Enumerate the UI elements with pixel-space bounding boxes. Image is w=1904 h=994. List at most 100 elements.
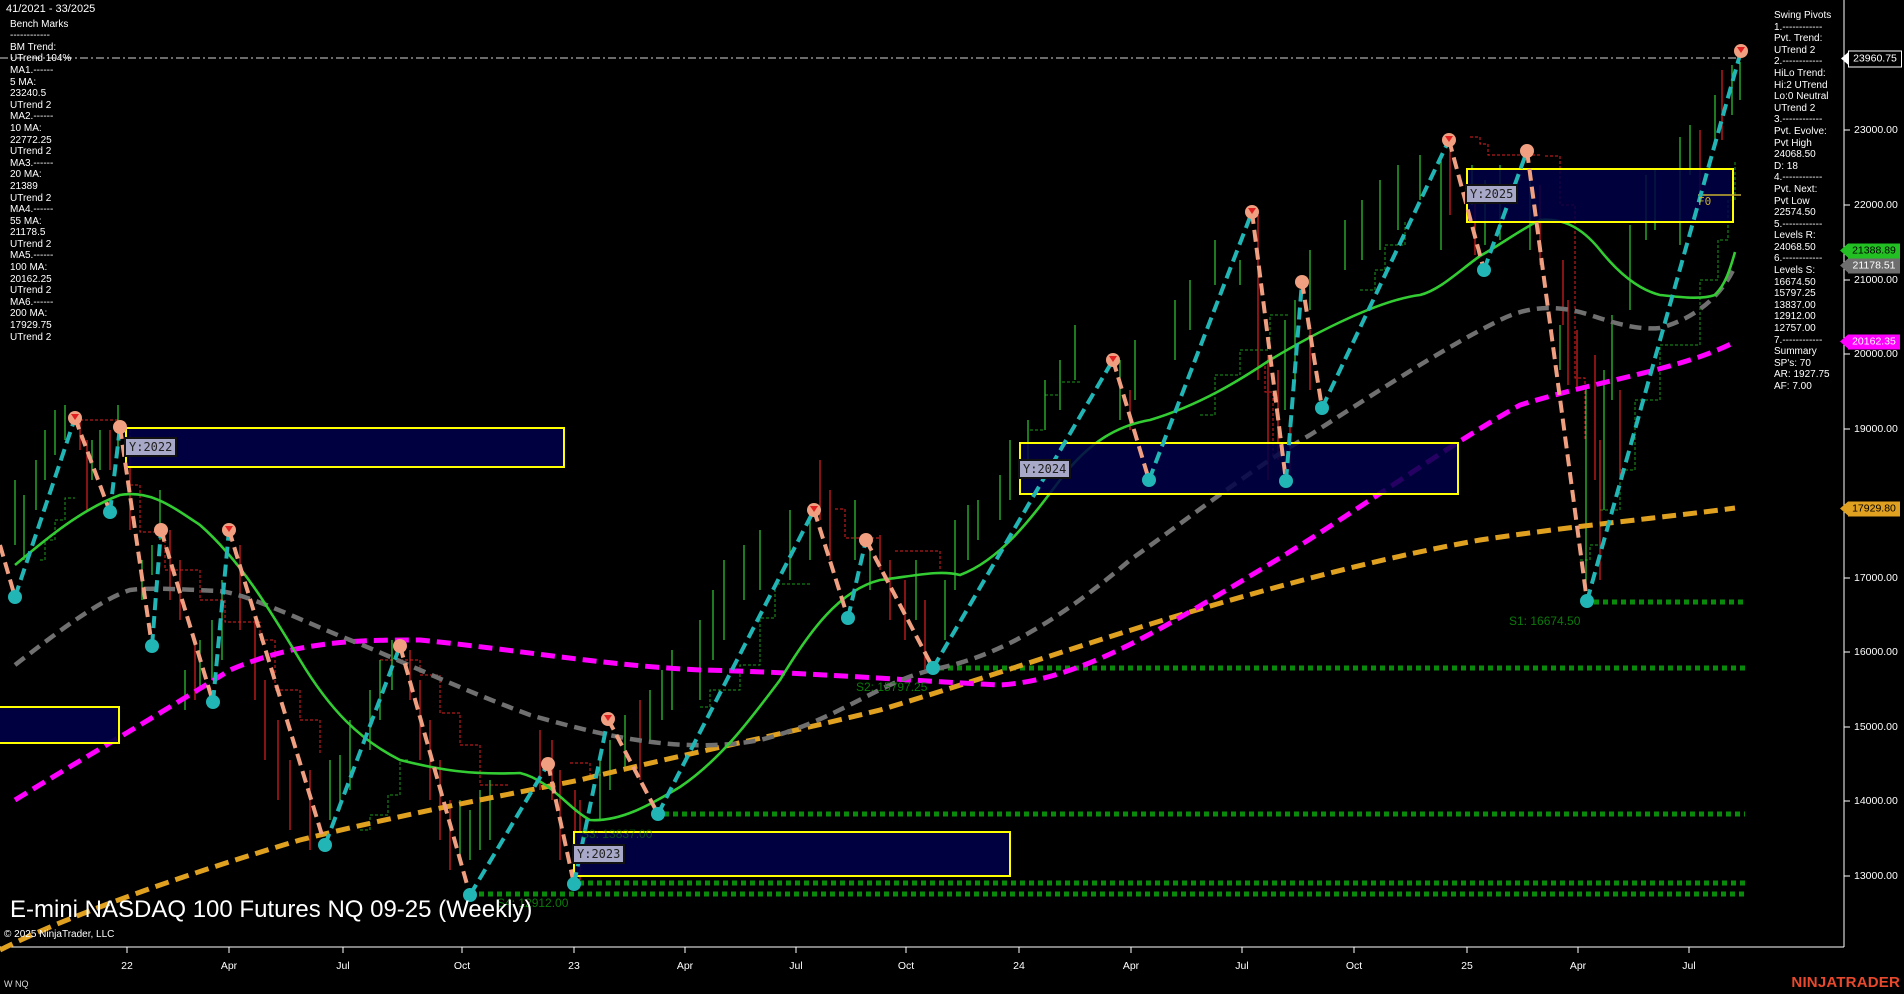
bench-marks-line: UTrend 2 — [10, 285, 52, 297]
swing-pivots-line: HiLo Trend: — [1774, 67, 1826, 79]
swing-pivots-line: Summary — [1774, 346, 1817, 358]
bench-marks-line: Bench Marks — [10, 18, 69, 30]
swing-pivots-line: 2.------------ — [1774, 56, 1823, 68]
ma100-price-tag: 20162.35 — [1840, 334, 1900, 350]
pivot-arrows — [71, 47, 1745, 721]
swing-pivots-line: 1.------------ — [1774, 21, 1823, 33]
zone-box-2024 — [1019, 442, 1459, 495]
swing-pivots-line: Swing Pivots — [1774, 10, 1832, 21]
bench-marks-line: UTrend 104% — [10, 53, 72, 65]
price-tick-label: 20000.00 — [1854, 348, 1898, 360]
bench-marks-panel: 41/2021 - 33/2025 Bench Marks ----------… — [6, 3, 95, 343]
bench-marks-line: MA6.------ — [10, 296, 54, 308]
year-tag-2022: Y:2022 — [124, 437, 178, 457]
support-lines — [470, 599, 1745, 897]
ma200-price-tag: 17929.80 — [1840, 501, 1900, 517]
bench-marks-line: ------------ — [10, 30, 50, 42]
instrument-label: W NQ — [4, 979, 29, 989]
swing-pivots-line: Pvt. Trend: — [1774, 33, 1823, 45]
support-label-s4: S4: 12912.00 — [497, 896, 569, 910]
time-tick-label: Apr — [1569, 960, 1587, 972]
bench-marks-line: MA5.------ — [10, 250, 54, 262]
date-range: 41/2021 - 33/2025 — [6, 3, 96, 15]
bench-marks-line: 20162.25 — [10, 273, 52, 285]
time-tick-label: 24 — [1013, 960, 1025, 972]
bench-marks-line: BM Trend: — [10, 41, 57, 53]
ninjatrader-logo: NINJATRADER — [1791, 974, 1900, 991]
bench-marks-line: MA4.------ — [10, 204, 54, 216]
time-tick-label: Oct — [1345, 960, 1363, 972]
price-tick-label: 14000.00 — [1854, 795, 1898, 807]
swing-pivots-line: Lo:0 Neutral — [1774, 91, 1829, 103]
swing-pivots-line: 13837.00 — [1774, 299, 1816, 311]
time-tick-label: Oct — [897, 960, 915, 972]
price-tick-label: 17000.00 — [1854, 572, 1898, 584]
swing-pivots-line: Pvt High — [1774, 137, 1812, 149]
bench-marks-line: MA3.------ — [10, 157, 54, 169]
swing-pivots-line: 3.------------ — [1774, 114, 1823, 126]
swing-pivots-line: 12757.00 — [1774, 323, 1816, 335]
swing-pivots-line: Levels R: — [1774, 230, 1816, 242]
swing-pivots-line: Hi:2 UTrend — [1774, 79, 1828, 91]
year-tag-2024: Y:2024 — [1018, 459, 1072, 479]
bench-marks-line: 21389 — [10, 180, 38, 192]
chart-title: E-mini NASDAQ 100 Futures NQ 09-25 (Week… — [10, 896, 533, 923]
bench-marks-line: MA1.------ — [10, 64, 54, 76]
swing-pivots-line: D: 18 — [1774, 160, 1798, 172]
swing-pivots-line: UTrend 2 — [1774, 102, 1816, 114]
bench-marks-line: UTrend 2 — [10, 99, 52, 111]
bench-marks-line: 20 MA: — [10, 169, 42, 181]
ma20-line — [14, 218, 1737, 822]
support-label-s3: S3: 13837.00 — [581, 827, 653, 841]
last-price-tag: 23960.75 — [1841, 50, 1902, 68]
swing-pivots-line: 12912.00 — [1774, 311, 1816, 323]
time-tick-label: Jul — [336, 960, 350, 972]
swing-pivots-line: 24068.50 — [1774, 241, 1816, 253]
time-tick-label: Apr — [676, 960, 694, 972]
time-tick-label: 25 — [1461, 960, 1473, 972]
price-tick-label: 15000.00 — [1854, 721, 1898, 733]
copyright: © 2025 NinjaTrader, LLC — [4, 929, 115, 940]
bench-marks-line: 22772.25 — [10, 134, 52, 146]
swing-pivots-line: 6.------------ — [1774, 253, 1823, 265]
swing-pivots-line: Pvt. Evolve: — [1774, 125, 1827, 137]
swing-pivots-line: 22574.50 — [1774, 207, 1816, 219]
time-tick-label: Apr — [220, 960, 238, 972]
swing-pivots-line: 15797.25 — [1774, 288, 1816, 300]
support-label-s1: S1: 16674.50 — [1509, 614, 1581, 628]
step-lines — [40, 136, 1736, 831]
swing-pivots-line: UTrend 2 — [1774, 44, 1816, 56]
pivot-low-markers — [8, 263, 1594, 902]
ma20-price-tag: 21388.89 — [1840, 243, 1900, 259]
zone-box-2023 — [573, 831, 1011, 877]
time-tick-label: 23 — [568, 960, 580, 972]
swing-pivots-line: 7.------------ — [1774, 334, 1823, 346]
price-tick-label: 22000.00 — [1854, 199, 1898, 211]
swing-pivots-line: 24068.50 — [1774, 149, 1816, 161]
bench-marks-line: UTrend 2 — [10, 238, 52, 250]
bench-marks-line: 10 MA: — [10, 122, 42, 134]
bench-marks-line: 55 MA: — [10, 215, 42, 227]
time-tick-label: 22 — [121, 960, 133, 972]
price-tick-label: 16000.00 — [1854, 646, 1898, 658]
f0-label: F0 — [1698, 195, 1712, 208]
swing-pivots-line: 16674.50 — [1774, 276, 1816, 288]
bench-marks-line: 17929.75 — [10, 320, 52, 332]
ma200-line — [0, 505, 1736, 953]
time-tick-label: Apr — [1122, 960, 1140, 972]
price-axis-ticks — [1844, 129, 1850, 877]
swing-pivots-line: Pvt Low — [1774, 195, 1810, 207]
support-label-s2: S2: 15797.25 — [856, 680, 928, 694]
year-tag-2025: Y:2025 — [1465, 184, 1519, 204]
swing-pivots-line: Pvt. Next: — [1774, 183, 1818, 195]
bench-marks-line: 5 MA: — [10, 76, 37, 88]
time-tick-label: Jul — [1235, 960, 1249, 972]
price-tick-label: 19000.00 — [1854, 423, 1898, 435]
time-axis-ticks — [126, 947, 1690, 953]
bench-marks-line: 23240.5 — [10, 88, 47, 100]
year-tag-2023: Y:2023 — [572, 844, 626, 864]
swing-pivots-line: 5.------------ — [1774, 218, 1823, 230]
bench-marks-line: UTrend 2 — [10, 146, 52, 158]
time-tick-label: Jul — [1682, 960, 1696, 972]
